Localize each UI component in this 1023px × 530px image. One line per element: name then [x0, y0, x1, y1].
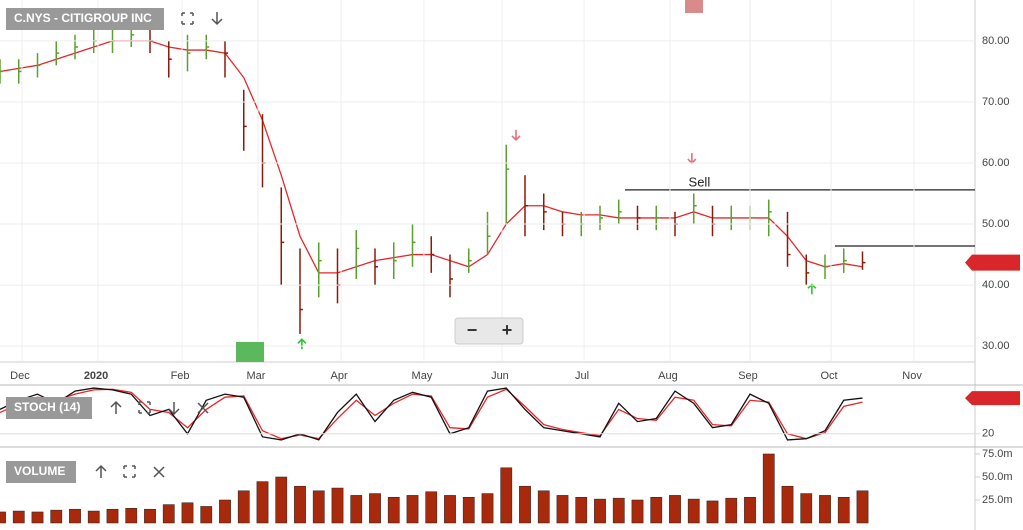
volume-bar: [275, 476, 288, 524]
x-tick-label: Mar: [247, 370, 266, 382]
volume-bar: [312, 490, 325, 524]
volume-bar: [556, 495, 569, 524]
volume-bar: [481, 493, 494, 524]
volume-bar: [669, 495, 681, 524]
volume-bar: [237, 490, 250, 524]
volume-bar: [762, 453, 775, 524]
signal-arrow: [511, 129, 521, 142]
volume-bar: [519, 485, 531, 524]
volume-bar: [781, 485, 794, 524]
volume-bar: [425, 491, 438, 524]
panel-icons[interactable]: [95, 464, 165, 478]
y-tick-label: 60.00: [982, 157, 1010, 169]
annotation: Sell: [689, 175, 711, 190]
panel-icons[interactable]: [110, 400, 209, 416]
volume-bar: [500, 467, 513, 524]
x-tick-label: Dec: [10, 370, 30, 382]
volume-bar: [369, 493, 381, 524]
volume-bar: [144, 508, 156, 524]
volume-bar: [837, 496, 850, 524]
zoom-out[interactable]: −: [467, 320, 478, 340]
x-tick-label: Feb: [171, 370, 190, 382]
volume-bar: [744, 496, 756, 524]
zoom-control: [454, 317, 524, 345]
volume-bar: [856, 490, 869, 524]
volume-bar: [219, 499, 231, 524]
volume-bar: [106, 508, 119, 524]
volume-bar: [162, 504, 175, 524]
volume-bar: [50, 509, 63, 524]
signal-arrow: [807, 283, 817, 295]
volume-bar: [350, 495, 363, 524]
volume-bar: [650, 496, 663, 524]
volume-bar: [594, 498, 606, 524]
x-tick-label: Jun: [491, 370, 509, 382]
volume-bar: [800, 493, 813, 524]
y-tick-label: 70.00: [982, 96, 1010, 108]
y-tick-label: 50.00: [982, 218, 1010, 230]
volume-bar: [181, 502, 194, 524]
volume-bar: [12, 510, 25, 524]
price-badge: [965, 254, 1020, 271]
x-tick-label: Aug: [658, 370, 678, 382]
y-tick-label: 20: [982, 428, 994, 440]
volume-bar: [294, 485, 306, 524]
y-tick-label: 25.0m: [982, 494, 1013, 506]
volume-bar: [31, 511, 44, 524]
stoch-k: [0, 387, 863, 441]
volume-bar: [725, 497, 738, 524]
volume-bar: [406, 495, 419, 524]
volume-bar: [444, 495, 456, 524]
y-tick-label: 30.00: [982, 340, 1010, 352]
volume-bar: [575, 496, 588, 524]
zoom-in[interactable]: +: [502, 320, 513, 340]
volume-bar: [819, 495, 831, 524]
volume-bar: [0, 511, 6, 524]
stoch-d: [0, 388, 863, 440]
volume-bar: [706, 500, 719, 524]
title-box: [6, 8, 164, 30]
signal-arrow: [297, 338, 307, 350]
x-tick-label: Nov: [902, 370, 922, 382]
volume-title: VOLUME: [14, 464, 65, 478]
volume-bar: [537, 490, 550, 524]
event-marker[interactable]: [236, 342, 264, 362]
volume-bar: [612, 497, 625, 524]
y-tick-label: 50.0m: [982, 471, 1013, 483]
x-tick-label: Sep: [738, 370, 758, 382]
y-tick-label: 75.0m: [982, 448, 1013, 460]
title-box: [6, 461, 76, 483]
y-tick-label: 40.00: [982, 279, 1010, 291]
x-tick-label: 2020: [84, 370, 108, 382]
x-tick-label: Apr: [331, 370, 348, 382]
stoch-title: STOCH (14): [14, 400, 80, 414]
volume-bar: [687, 498, 700, 524]
volume-bar: [462, 496, 475, 524]
volume-bar: [125, 508, 138, 524]
event-marker[interactable]: [685, 0, 703, 13]
volume-bar: [387, 496, 400, 524]
volume-bar: [631, 499, 644, 524]
chart-title: C.NYS - CITIGROUP INC: [14, 11, 152, 25]
x-tick-label: Jul: [575, 370, 589, 382]
stoch-badge: [965, 391, 1020, 406]
volume-bar: [256, 481, 269, 524]
panel-icons[interactable]: [181, 12, 223, 26]
volume-bar: [69, 508, 81, 524]
x-tick-label: May: [412, 370, 433, 382]
volume-bar: [87, 510, 100, 524]
volume-bar: [331, 487, 344, 524]
x-tick-label: Oct: [820, 370, 837, 382]
y-tick-label: 80.00: [982, 35, 1010, 47]
title-box: [6, 397, 92, 419]
volume-bar: [200, 506, 213, 524]
